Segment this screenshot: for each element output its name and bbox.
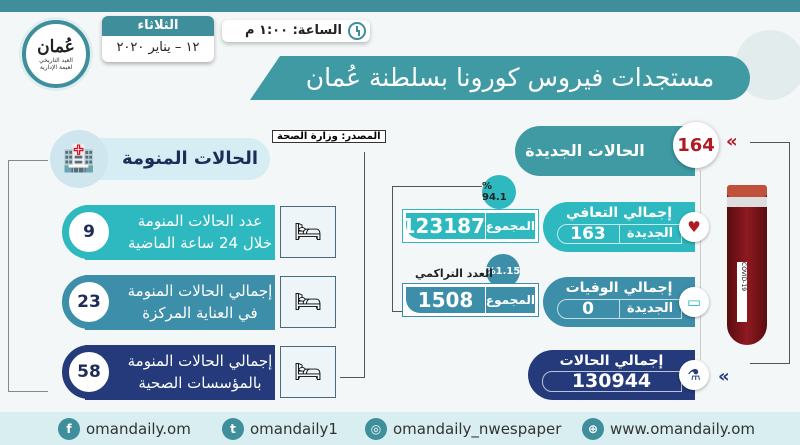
deaths-total-box: المجموع 1508 <box>402 283 539 317</box>
page-title: مستجدات فيروس كورونا بسلطنة عُمان <box>250 56 750 100</box>
instagram-handle: omandaily_nwespaper <box>393 419 562 438</box>
deaths-new-value: 0 <box>582 299 594 319</box>
new-cases-label: الحالات الجديدة <box>525 141 645 160</box>
source-label: المصدر: وزارة الصحة <box>272 130 386 143</box>
hospitalized-value: 23 <box>62 275 116 329</box>
deaths-label: إجمالي الوفيات <box>565 280 673 296</box>
instagram-icon: ◎ <box>365 417 387 440</box>
total-cases-value: 130944 <box>541 371 682 392</box>
deaths-new-label: الجديدة <box>618 300 681 318</box>
recovered-label: إجمالي التعافي <box>565 205 673 221</box>
clock-icon <box>348 22 366 40</box>
chevrons-left-icon: « <box>718 366 730 387</box>
hospitalized-row: إجمالي الحالات المنومة بالمؤسسات الصحية <box>85 345 275 400</box>
death-percent: %1.15 <box>486 254 520 288</box>
logo-tag: لعيمة الإدارية <box>39 64 73 71</box>
chevrons-left-icon: « <box>726 131 738 152</box>
total-cases-pill: إجمالي الحالات 130944 <box>528 350 695 400</box>
instagram-link[interactable]: ◎ omandaily_nwespaper <box>365 417 562 440</box>
calendar-card: الثلاثاء ١٢ – يناير ٢٠٢٠ <box>102 16 214 62</box>
connector-line <box>340 152 365 378</box>
recovered-pill: إجمالي التعافي الجديدة 163 <box>543 202 695 252</box>
microscope-icon: ⚗ <box>679 360 709 390</box>
deaths-total-value: 1508 <box>417 288 474 312</box>
logo-sub: العيد التاريخي <box>39 57 73 64</box>
twitter-link[interactable]: t omandaily1 <box>222 417 338 440</box>
facebook-icon: f <box>58 417 80 440</box>
hospitalized-value: 9 <box>62 205 116 259</box>
hospital-bed-image: 🛏 <box>280 276 336 328</box>
globe-icon: ⊕ <box>582 417 604 440</box>
date-label: ١٢ – يناير ٢٠٢٠ <box>116 40 200 55</box>
facebook-handle: omandaily.om <box>86 419 191 438</box>
time-card: الساعة: ١:٠٠ م <box>222 20 370 42</box>
website-link[interactable]: ⊕ www.omandaily.om <box>582 417 756 440</box>
connector-line <box>8 160 48 392</box>
logo: عُمان العيد التاريخي لعيمة الإدارية <box>22 20 90 88</box>
hospitalized-title: الحالات المنومة <box>80 138 270 180</box>
cumulative-label: العدد التراكمي <box>415 267 493 280</box>
hospital-bed-image: 🛏 <box>280 346 336 398</box>
deaths-pill: إجمالي الوفيات الجديدة 0 <box>543 277 695 327</box>
footer: f omandaily.om t omandaily1 ◎ omandaily_nwe… <box>0 412 800 445</box>
test-tube-cap <box>727 185 767 197</box>
recovered-new-label: الجديدة <box>618 225 681 243</box>
recovered-total-value: 123187 <box>401 214 486 238</box>
test-tube-label: COVID-19 <box>737 262 747 322</box>
hospital-icon: 🏥 <box>50 130 108 188</box>
twitter-handle: omandaily1 <box>250 419 338 438</box>
hospitalized-value: 58 <box>62 345 116 399</box>
twitter-icon: t <box>222 417 244 440</box>
facebook-link[interactable]: f omandaily.om <box>58 417 191 440</box>
top-band <box>0 0 800 12</box>
connector-line <box>750 142 790 364</box>
hospitalized-row: إجمالي الحالات المنومة في العناية المركز… <box>85 275 275 330</box>
test-tube-image: COVID-19 <box>727 185 767 345</box>
deaths-total-label: المجموع <box>485 287 535 313</box>
test-tube-neck <box>727 197 767 207</box>
recovered-total-label: المجموع <box>485 213 535 239</box>
recovery-percent: % 94.1 <box>482 175 516 209</box>
hospital-bed-image: 🛏 <box>280 206 336 258</box>
logo-text: عُمان <box>37 37 75 57</box>
recovered-total-box: المجموع 123187 <box>402 209 539 243</box>
day-label: الثلاثاء <box>102 16 214 36</box>
total-cases-label: إجمالي الحالات <box>559 353 664 369</box>
new-cases-pill: الحالات الجديدة <box>515 126 695 176</box>
heart-hands-icon: ♥ <box>679 212 709 242</box>
divider <box>700 170 701 360</box>
recovered-new-value: 163 <box>570 224 606 244</box>
new-cases-value: 164 <box>673 122 719 168</box>
stretcher-icon: ▭ <box>679 287 709 317</box>
hospitalized-row: عدد الحالات المنومة خلال 24 ساعة الماضية <box>85 205 275 260</box>
time-label: الساعة: ١:٠٠ م <box>244 23 342 38</box>
website-url: www.omandaily.om <box>610 419 756 438</box>
